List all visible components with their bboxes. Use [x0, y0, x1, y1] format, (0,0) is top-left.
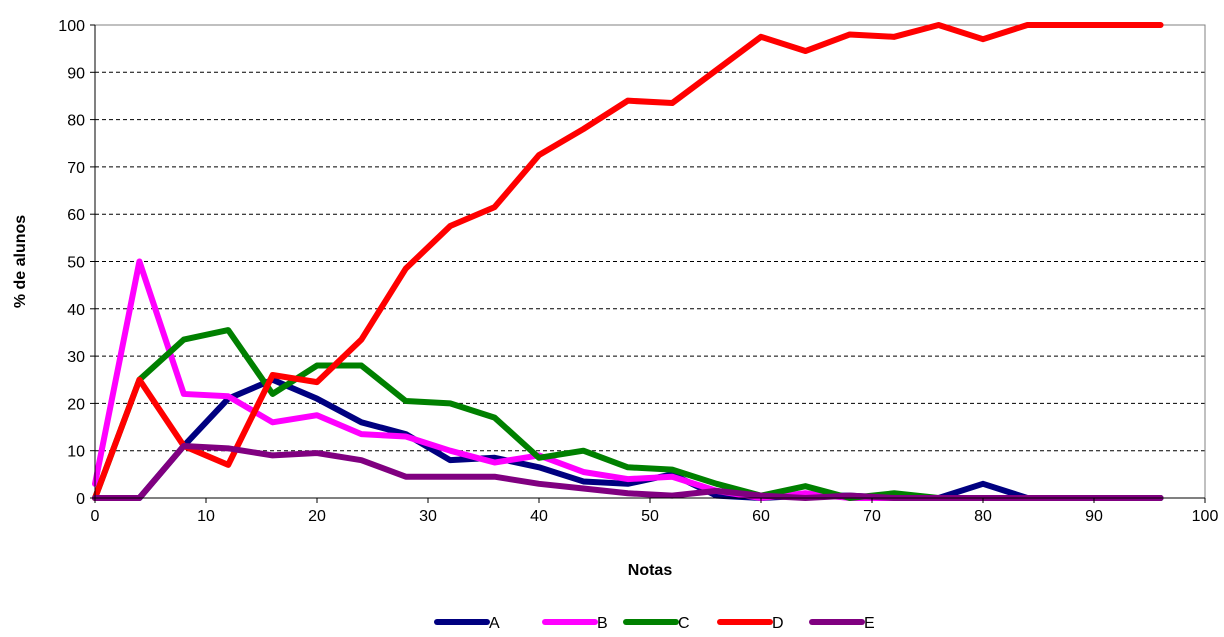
legend-label-d: D [772, 615, 784, 632]
legend-label-c: C [678, 615, 690, 632]
x-tick-label: 60 [752, 508, 770, 525]
series-line-b [92, 258, 1164, 501]
x-tick-label: 50 [641, 508, 659, 525]
y-tick-label: 20 [67, 396, 85, 413]
y-tick-label: 100 [58, 18, 85, 35]
y-tick-label: 10 [67, 444, 85, 461]
x-tick-label: 20 [308, 508, 326, 525]
x-tick-label: 80 [974, 508, 992, 525]
legend: A B C D E [434, 615, 875, 632]
x-axis-title: Notas [628, 562, 673, 579]
y-tick-label: 50 [67, 255, 85, 272]
legend-label-e: E [864, 615, 875, 632]
y-tick-label: 90 [67, 65, 85, 82]
x-tick-label: 0 [91, 508, 100, 525]
legend-label-a: A [489, 615, 500, 632]
y-tick-label: 60 [67, 207, 85, 224]
y-tick-label: 80 [67, 113, 85, 130]
y-axis-ticks: 0 10 20 30 40 50 60 70 80 90 100 [58, 18, 95, 508]
y-tick-label: 70 [67, 160, 85, 177]
x-tick-label: 40 [530, 508, 548, 525]
x-tick-label: 90 [1085, 508, 1103, 525]
x-axis-ticks: 0 10 20 30 40 50 60 70 80 90 100 [91, 498, 1219, 525]
x-tick-label: 70 [863, 508, 881, 525]
x-tick-label: 10 [197, 508, 215, 525]
y-tick-label: 40 [67, 302, 85, 319]
y-tick-label: 30 [67, 349, 85, 366]
x-tick-label: 100 [1192, 508, 1219, 525]
y-tick-label: 0 [76, 491, 85, 508]
legend-label-b: B [597, 615, 608, 632]
y-axis-title: % de alunos [12, 215, 29, 308]
x-tick-label: 30 [419, 508, 437, 525]
series-line-d [92, 22, 1164, 501]
